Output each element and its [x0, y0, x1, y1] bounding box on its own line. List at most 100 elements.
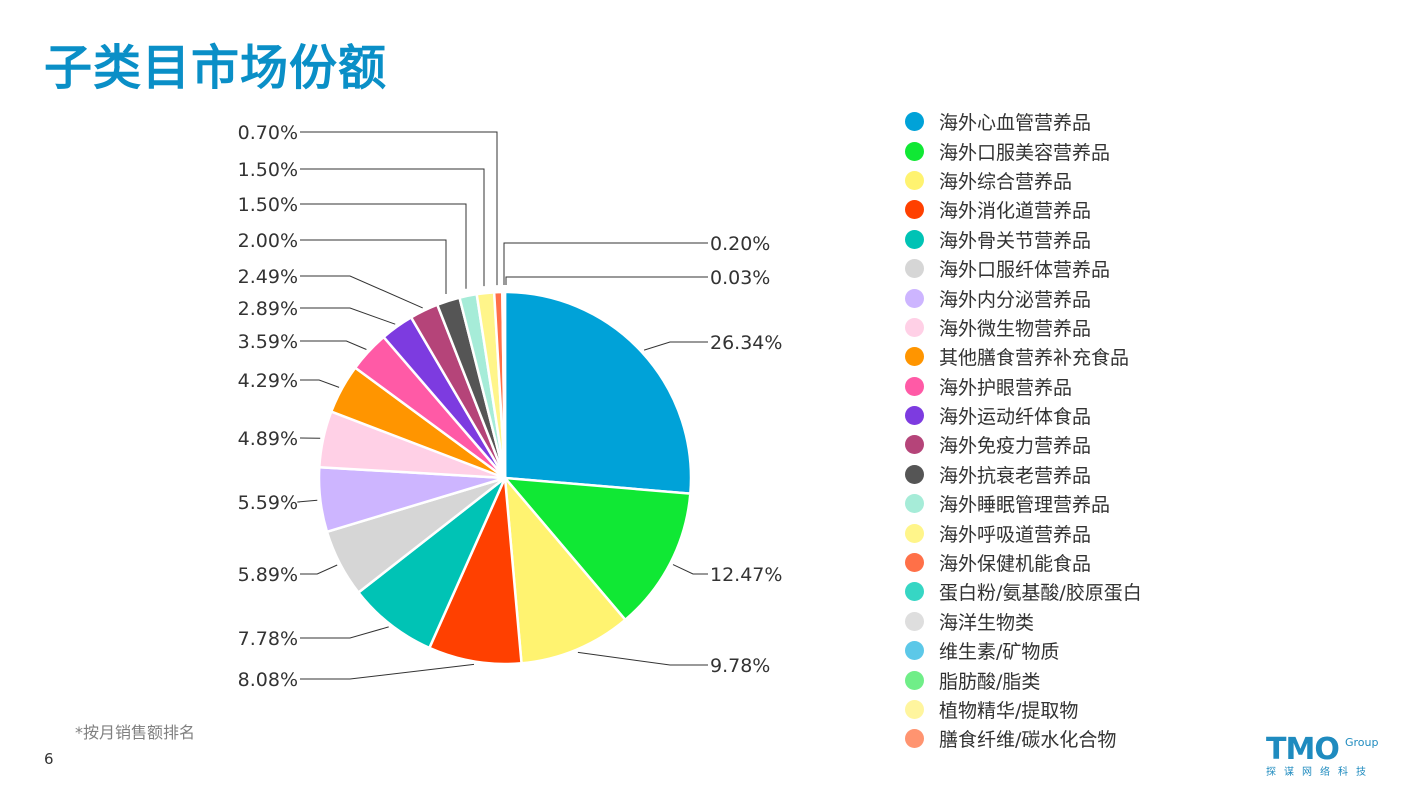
value-label: 2.49%	[238, 266, 298, 288]
legend-label: 海外消化道营养品	[939, 200, 1092, 223]
legend-item: 海外综合营养品	[905, 166, 1142, 195]
legend-item: 维生素/矿物质	[905, 636, 1142, 665]
leader-line	[300, 168, 485, 287]
legend-item: 海外保健机能食品	[905, 548, 1142, 577]
legend-label: 膳食纤维/碳水化合物	[939, 729, 1117, 752]
legend-label: 海外心血管营养品	[939, 112, 1092, 135]
legend-item: 蛋白粉/氨基酸/胶原蛋白	[905, 577, 1142, 606]
legend-swatch	[905, 229, 924, 249]
footnote: *按月销售额排名	[75, 723, 196, 742]
legend-label: 海外微生物营养品	[939, 317, 1092, 340]
legend-item: 海外心血管营养品	[905, 107, 1142, 136]
value-label: 26.34%	[710, 332, 782, 354]
leader-line	[643, 341, 708, 351]
value-label: 0.20%	[710, 233, 770, 255]
leader-line	[300, 239, 447, 294]
pie-slice	[503, 290, 693, 495]
leader-line	[505, 276, 708, 285]
pie-leader-lines	[297, 131, 708, 680]
legend-swatch	[905, 406, 924, 426]
logo-tagline: 探谋网络科技	[1266, 767, 1374, 778]
leader-line	[577, 651, 708, 666]
value-label: 1.50%	[238, 159, 298, 181]
leader-line	[297, 499, 318, 503]
legend-swatch	[905, 376, 924, 396]
page-number: 6	[44, 750, 54, 768]
legend-label: 海外呼吸道营养品	[939, 523, 1092, 546]
legend-label: 其他膳食营养补充食品	[939, 347, 1130, 370]
value-label: 4.89%	[238, 428, 298, 450]
legend-swatch	[905, 200, 924, 220]
value-label: 1.50%	[238, 194, 298, 216]
legend-item: 海外口服纤体营养品	[905, 254, 1142, 283]
legend-swatch	[905, 170, 924, 190]
legend-item: 海外微生物营养品	[905, 313, 1142, 342]
legend-label: 维生素/矿物质	[939, 641, 1060, 664]
legend-label: 海外骨关节营养品	[939, 229, 1092, 252]
legend-label: 海外口服美容营养品	[939, 141, 1111, 164]
leader-line	[300, 275, 423, 309]
legend-item: 海外消化道营养品	[905, 195, 1142, 224]
value-label: 2.89%	[238, 298, 298, 320]
legend-item: 海洋生物类	[905, 607, 1142, 636]
legend-swatch	[905, 259, 924, 279]
leader-line	[300, 307, 396, 325]
legend-label: 脂肪酸/脂类	[939, 670, 1041, 693]
legend-item: 脂肪酸/脂类	[905, 665, 1142, 694]
legend-swatch	[905, 464, 924, 484]
legend-label: 海洋生物类	[939, 611, 1035, 634]
legend-swatch	[905, 641, 924, 661]
legend-swatch	[905, 347, 924, 367]
legend-swatch	[905, 494, 924, 514]
leader-line	[300, 131, 498, 286]
legend-item: 植物精华/提取物	[905, 695, 1142, 724]
logo-mark: TMO	[1266, 732, 1340, 767]
company-logo: TMO Group 探谋网络科技	[1262, 732, 1392, 779]
leader-line	[300, 379, 340, 388]
legend-item: 海外护眼营养品	[905, 372, 1142, 401]
legend-swatch	[905, 141, 924, 161]
pie-slices	[317, 290, 693, 666]
value-label: 0.03%	[710, 267, 770, 289]
legend-item: 海外抗衰老营养品	[905, 460, 1142, 489]
legend-item: 海外内分泌营养品	[905, 283, 1142, 312]
legend-item: 海外骨关节营养品	[905, 225, 1142, 254]
legend-swatch	[905, 435, 924, 455]
legend-item: 海外口服美容营养品	[905, 136, 1142, 165]
value-label: 2.00%	[238, 230, 298, 252]
legend-swatch	[905, 112, 924, 132]
legend-swatch	[905, 700, 924, 719]
legend-label: 海外睡眠管理营养品	[939, 494, 1111, 517]
value-label: 7.78%	[238, 628, 298, 650]
legend-label: 海外内分泌营养品	[939, 288, 1092, 311]
legend-swatch	[905, 729, 924, 749]
page-title: 子类目市场份额	[44, 40, 388, 96]
legend-swatch	[905, 670, 924, 690]
legend-label: 蛋白粉/氨基酸/胶原蛋白	[939, 582, 1142, 605]
legend-item: 海外免疫力营养品	[905, 430, 1142, 459]
legend-swatch	[905, 611, 924, 631]
legend-swatch	[905, 582, 924, 602]
pie-slice	[503, 474, 628, 665]
legend-swatch	[905, 553, 924, 573]
legend-label: 海外护眼营养品	[939, 376, 1073, 399]
leader-line	[300, 626, 389, 639]
leader-line	[300, 340, 367, 350]
leader-line	[300, 203, 467, 289]
legend-item: 其他膳食营养补充食品	[905, 342, 1142, 371]
value-label: 5.89%	[238, 564, 298, 586]
leader-line	[672, 564, 708, 575]
legend-item: 膳食纤维/碳水化合物	[905, 724, 1142, 753]
legend-item: 海外运动纤体食品	[905, 401, 1142, 430]
legend-label: 海外免疫力营养品	[939, 435, 1092, 458]
legend-label: 海外运动纤体食品	[939, 406, 1092, 429]
legend-item: 海外呼吸道营养品	[905, 518, 1142, 547]
value-label: 0.70%	[238, 122, 298, 144]
legend-label: 海外综合营养品	[939, 170, 1073, 193]
legend-label: 海外保健机能食品	[939, 553, 1092, 576]
value-label: 3.59%	[238, 331, 298, 353]
legend-swatch	[905, 317, 924, 337]
leader-line	[300, 663, 475, 680]
logo-group-text: Group	[1345, 736, 1379, 749]
